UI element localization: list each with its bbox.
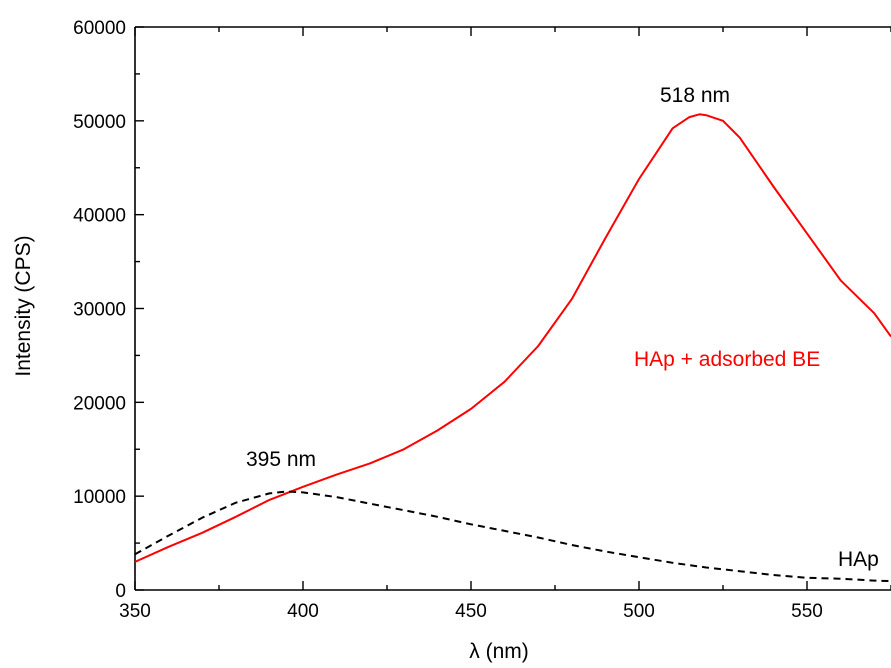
series-line-hap	[134, 490, 891, 583]
series-line-hap-be	[134, 113, 891, 563]
y-tick-label: 40000	[73, 206, 126, 227]
y-tick-label: 20000	[73, 393, 126, 414]
x-tick-label: 400	[287, 601, 319, 622]
x-tick-label: 450	[455, 601, 487, 622]
series-label-hap-be: HAp + adsorbed BE	[634, 348, 820, 371]
x-tick-label: 500	[623, 601, 655, 622]
y-tick-label: 30000	[73, 300, 126, 321]
series-label-hap: HAp	[838, 548, 879, 571]
x-tick-label: 350	[119, 601, 151, 622]
y-tick-label: 60000	[73, 18, 126, 39]
series-group	[134, 113, 891, 583]
y-tick-label: 50000	[73, 112, 126, 133]
peak-label-518: 518 nm	[660, 84, 730, 107]
y-axis: 0 10000 20000 30000 40000 50000 60000	[73, 18, 144, 602]
peak-label-395: 395 nm	[246, 448, 316, 471]
x-tick-label: 550	[791, 601, 823, 622]
y-axis-label: Intensity (CPS)	[12, 235, 35, 376]
y-tick-label: 0	[115, 581, 126, 602]
x-axis-label: λ (nm)	[469, 640, 529, 663]
y-tick-label: 10000	[73, 487, 126, 508]
x-axis: 350 400 450 500 550	[119, 27, 891, 622]
